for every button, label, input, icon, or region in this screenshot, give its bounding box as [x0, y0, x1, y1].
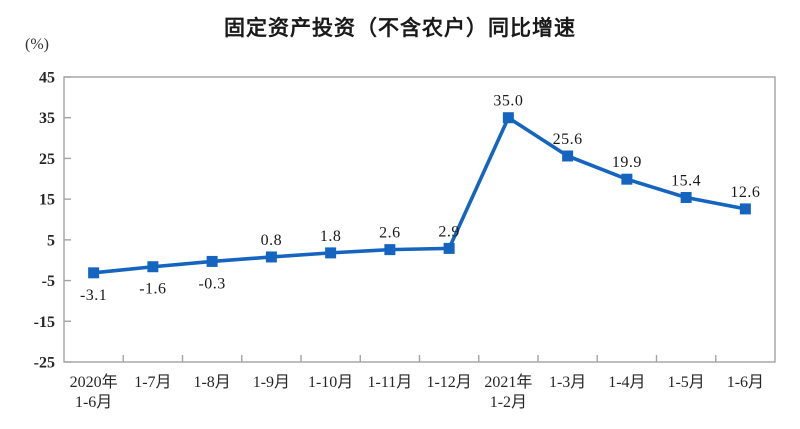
x-axis-category-label: 1-6月 — [727, 374, 764, 391]
data-point-marker — [443, 242, 455, 254]
data-point-label: 25.6 — [553, 131, 583, 148]
data-point-label: 2.6 — [379, 225, 401, 242]
data-point-marker — [88, 267, 100, 279]
data-point-label: 1.8 — [320, 228, 342, 245]
y-axis-tick-label: 5 — [47, 232, 55, 249]
data-point-label: -3.1 — [80, 287, 107, 304]
x-axis-category-label: 1-3月 — [549, 374, 586, 391]
y-axis-tick-label: -25 — [34, 355, 55, 372]
x-axis-category-label: 1-10月 — [308, 374, 353, 391]
data-point-marker — [206, 255, 218, 267]
data-point-label: -0.3 — [198, 275, 225, 292]
x-axis-category-label: 2020年 1-6月 — [70, 373, 118, 411]
data-point-marker — [562, 150, 574, 162]
y-axis-tick-label: 15 — [39, 192, 55, 209]
y-axis-tick-label: -5 — [42, 273, 55, 290]
x-axis-category-label: 1-9月 — [253, 374, 290, 391]
x-axis-category-label: 1-12月 — [426, 374, 471, 391]
data-point-label: 35.0 — [493, 93, 523, 110]
x-axis-category-label: 1-11月 — [368, 374, 413, 391]
data-point-marker — [680, 192, 692, 204]
x-axis-category-label: 1-7月 — [134, 374, 171, 391]
chart-title: 固定资产投资（不含农户）同比增速 — [224, 17, 576, 40]
data-point-marker — [325, 247, 337, 259]
data-point-label: 2.9 — [438, 223, 460, 240]
x-axis-category-label: 1-4月 — [608, 374, 645, 391]
x-axis-category-label: 1-8月 — [193, 374, 230, 391]
data-point-label: 19.9 — [612, 154, 642, 171]
data-point-label: 15.4 — [671, 173, 701, 190]
data-line — [93, 115, 746, 275]
data-point-marker — [147, 261, 159, 273]
y-axis-tick-label: 45 — [39, 70, 55, 87]
data-point-marker — [621, 173, 633, 185]
y-axis-unit-label: (%) — [25, 36, 49, 53]
x-axis-category-label: 2021年 1-2月 — [484, 373, 532, 411]
x-axis-category-label: 1-5月 — [667, 374, 704, 391]
data-point-label: -1.6 — [139, 281, 166, 298]
data-point-marker — [384, 244, 396, 256]
y-axis-tick-label: -15 — [34, 314, 55, 331]
plot-area-border — [63, 76, 776, 363]
data-point-marker — [739, 203, 751, 215]
data-point-marker — [265, 251, 277, 263]
data-point-label: 12.6 — [730, 184, 760, 201]
data-point-label: 0.8 — [261, 232, 283, 249]
y-axis-tick-label: 25 — [39, 151, 55, 168]
data-point-marker — [502, 112, 514, 124]
y-axis-tick-label: 35 — [39, 110, 55, 127]
